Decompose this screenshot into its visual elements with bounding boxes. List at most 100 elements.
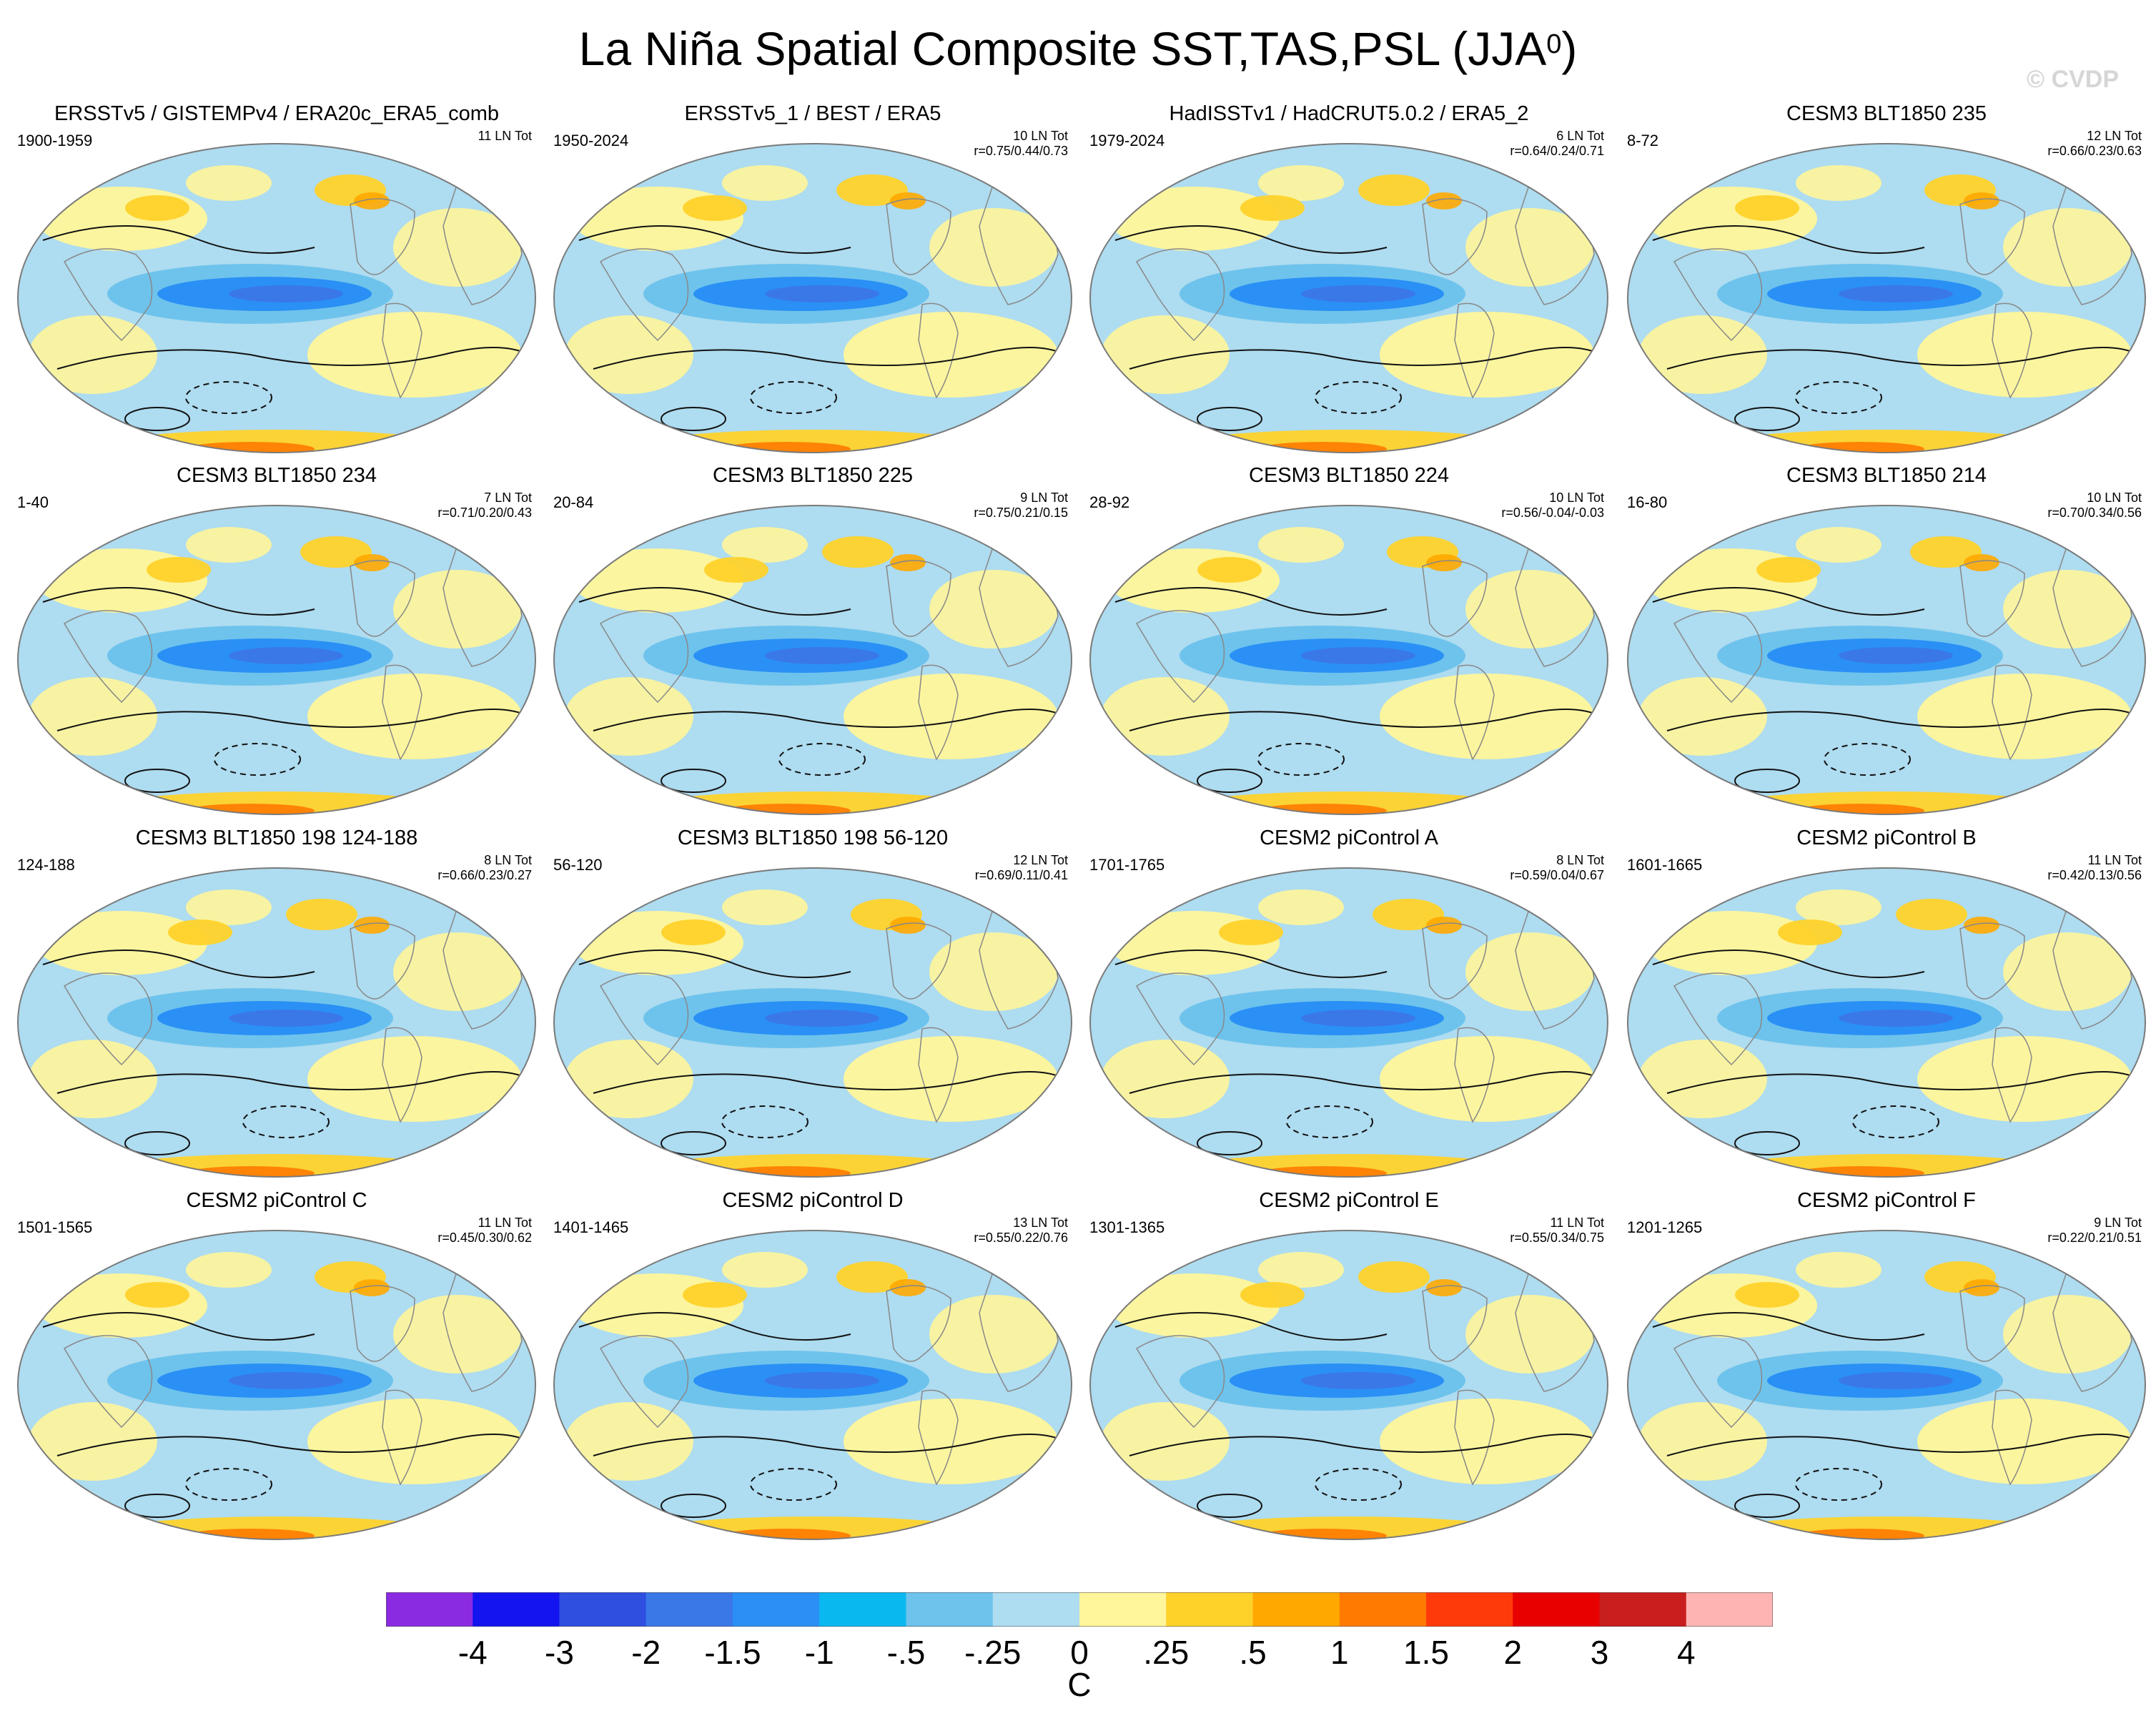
map-contour — [599, 610, 689, 704]
panel-years: 1-40 — [17, 493, 49, 511]
panel-title: ERSSTv5_1 / BEST / ERA5 — [684, 102, 941, 125]
anomaly-region — [929, 932, 1058, 1011]
anomaly-region — [2003, 208, 2132, 287]
anomaly-region — [186, 1166, 315, 1177]
colorbar-tick-label: 3 — [1590, 1634, 1609, 1671]
colorbar-tick-label: -.25 — [964, 1634, 1022, 1671]
map-contour — [350, 922, 415, 1000]
global-map — [553, 143, 1072, 453]
anomaly-region — [1301, 1372, 1415, 1389]
anomaly-region — [572, 911, 743, 975]
map-contour — [886, 922, 951, 1000]
anomaly-region — [1373, 899, 1444, 930]
anomaly-region — [722, 442, 851, 453]
anomaly-region — [1465, 570, 1594, 649]
anomaly-region — [1638, 315, 1767, 394]
colorbar-swatch — [386, 1592, 473, 1627]
panel-years: 1401-1465 — [553, 1218, 629, 1236]
anomaly-region — [1258, 527, 1344, 563]
map-contour — [918, 664, 959, 761]
colorbar-tick-label: -2 — [631, 1634, 661, 1671]
map-contour — [56, 709, 530, 731]
anomaly-region — [147, 557, 211, 583]
map-contour — [918, 1389, 959, 1486]
anomaly-region — [1964, 192, 1999, 209]
anomaly-region — [1796, 527, 1881, 563]
anomaly-region — [1240, 195, 1305, 221]
anomaly-region — [1839, 647, 1953, 664]
panel-event-count: 9 LN Tot — [2094, 1215, 2142, 1230]
anomaly-region — [2003, 570, 2132, 649]
anomaly-region — [242, 1105, 330, 1138]
anomaly-region — [168, 919, 232, 945]
map-contour — [1454, 664, 1495, 761]
map-contour — [382, 1389, 422, 1486]
global-map — [1089, 867, 1608, 1178]
colorbar-swatch — [1686, 1592, 1773, 1627]
panel-years: 1701-1765 — [1089, 856, 1165, 874]
map-contour — [1992, 302, 2032, 399]
anomaly-region — [722, 889, 808, 925]
global-map — [553, 867, 1072, 1178]
global-map — [17, 867, 536, 1178]
anomaly-region — [1796, 889, 1881, 925]
map-contour — [593, 347, 1066, 370]
anomaly-region — [1219, 919, 1283, 945]
panel-years: 1501-1565 — [17, 1218, 93, 1236]
colorbar-tick-label: -1.5 — [704, 1634, 761, 1671]
anomaly-region — [1258, 165, 1344, 201]
anomaly-region — [1301, 1010, 1415, 1027]
figure-title: La Niña Spatial Composite SST,TAS,PSL (J… — [578, 22, 1578, 75]
anomaly-region — [29, 1040, 157, 1118]
colorbar-swatch — [1426, 1592, 1513, 1627]
anomaly-region — [765, 647, 879, 664]
panel-event-count: 10 LN Tot — [1549, 490, 1604, 505]
map-boundary — [1089, 143, 1608, 453]
anomaly-region — [1638, 677, 1767, 756]
panel-years: 124-188 — [17, 856, 75, 874]
anomaly-region — [661, 407, 726, 431]
map-contour — [1422, 560, 1488, 637]
map-contour — [350, 198, 415, 275]
anomaly-region — [722, 1166, 851, 1177]
global-map — [553, 505, 1072, 815]
map-contour — [1114, 1312, 1388, 1341]
global-map — [1627, 143, 2146, 453]
panel-pattern-correlation: r=0.22/0.21/0.51 — [2047, 1231, 2142, 1245]
anomaly-region — [300, 536, 372, 568]
map-boundary — [17, 867, 536, 1178]
anomaly-region — [1380, 674, 1594, 759]
map-panel: CESM3 BLT1850 214 16-80 10 LN Tot r=0.70/0.… — [1617, 463, 2156, 824]
panel-event-count: 10 LN Tot — [2087, 490, 2142, 505]
panel-event-count: 11 LN Tot — [2087, 853, 2142, 867]
anomaly-region — [1258, 1166, 1387, 1177]
map-panel: HadISSTv1 / HadCRUT5.0.2 / ERA5_2 1979-20… — [1079, 102, 1618, 463]
panel-title: CESM2 piControl E — [1259, 1189, 1439, 1212]
anomaly-region — [307, 1399, 522, 1484]
anomaly-region — [1917, 1036, 2132, 1122]
anomaly-region — [1258, 889, 1344, 925]
anomaly-region — [722, 527, 808, 563]
map-panel: CESM3 BLT1850 225 20-84 9 LN Tot r=0.75/0.2… — [543, 463, 1082, 824]
anomaly-region — [1638, 1402, 1767, 1481]
map-boundary — [1627, 143, 2146, 453]
anomaly-region — [393, 932, 522, 1011]
panel-years: 16-80 — [1627, 493, 1668, 511]
anomaly-region — [1426, 554, 1462, 571]
anomaly-region — [186, 165, 272, 201]
anomaly-region — [1795, 381, 1882, 414]
anomaly-region — [229, 1010, 343, 1027]
colorbar-swatch — [1166, 1592, 1253, 1627]
map-boundary — [17, 1230, 536, 1540]
anomaly-region — [1108, 1273, 1280, 1338]
map-contour — [1454, 302, 1495, 399]
map-boundary — [553, 143, 1072, 453]
anomaly-region — [721, 1105, 808, 1138]
anomaly-region — [1734, 407, 1800, 431]
map-contour — [1666, 1071, 2140, 1094]
anomaly-region — [1197, 1131, 1262, 1155]
anomaly-region — [572, 548, 743, 613]
anomaly-region — [890, 554, 926, 571]
anomaly-region — [565, 1402, 693, 1481]
map-panel: CESM3 BLT1850 235 8-72 12 LN Tot r=0.66/0.2… — [1617, 102, 2156, 463]
